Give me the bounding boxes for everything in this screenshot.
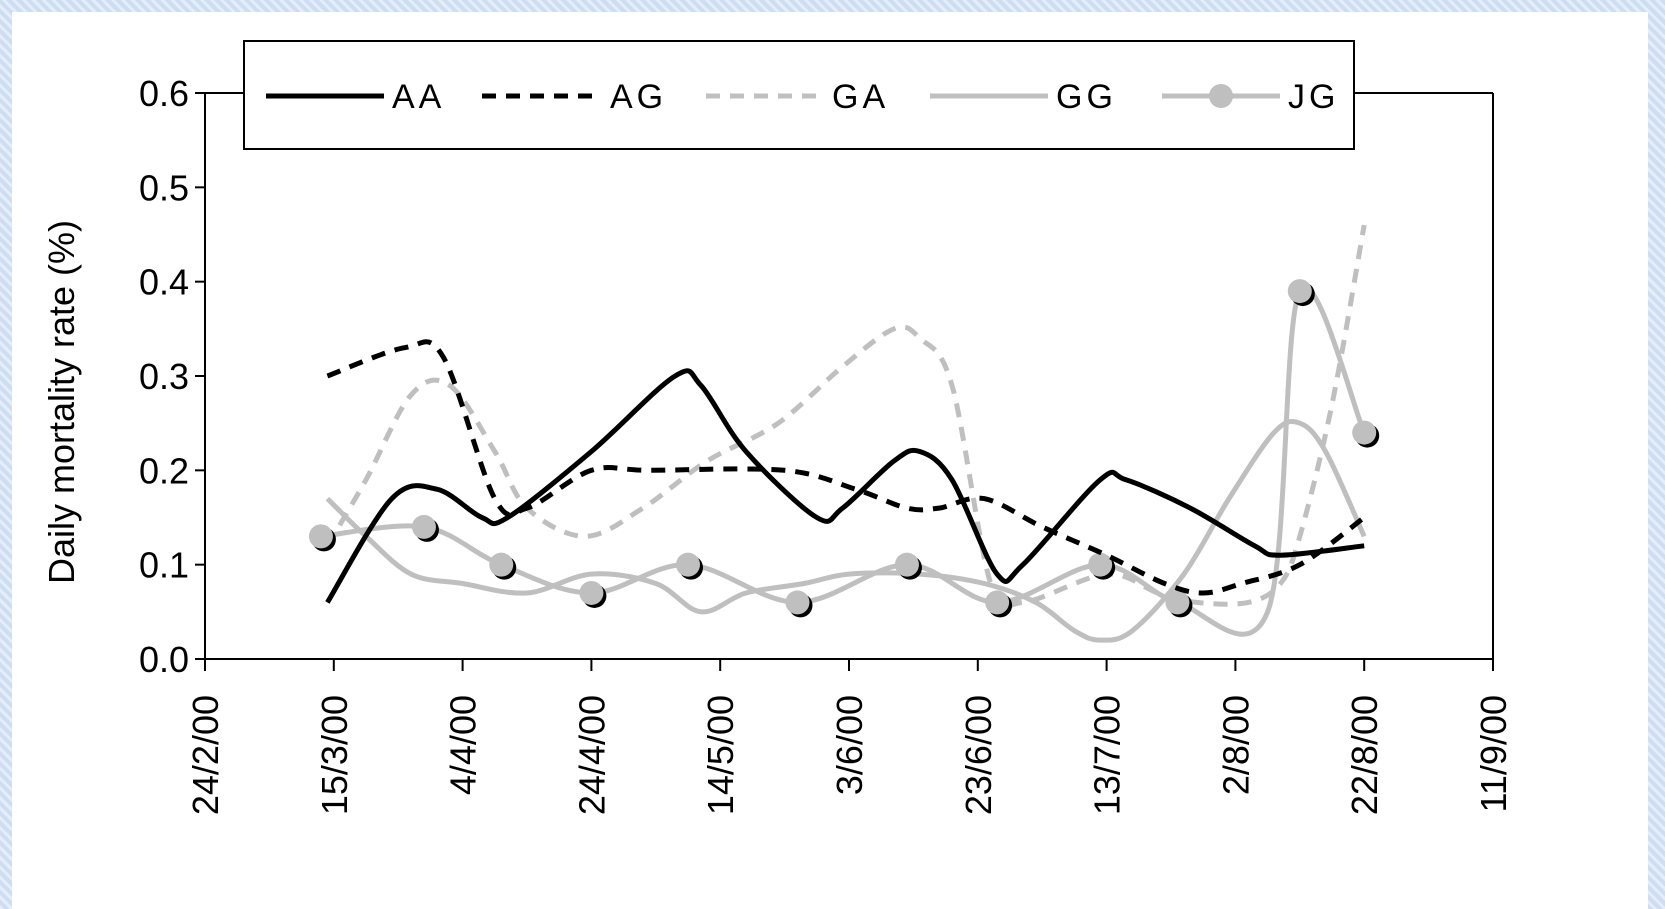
- series-jg-marker: [676, 552, 700, 577]
- x-tick-label: 15/3/00: [314, 695, 355, 815]
- y-tick-label: 0.5: [139, 167, 189, 208]
- x-tick-label: 23/6/00: [958, 695, 999, 815]
- x-tick-label: 14/5/00: [700, 695, 741, 815]
- series-jg-marker: [1088, 552, 1113, 577]
- legend-label-ag: AG: [610, 78, 667, 116]
- legend-label-ga: GA: [832, 78, 889, 116]
- legend: AA AG GA GG JG: [243, 40, 1355, 150]
- series-jg-marker: [1287, 279, 1312, 304]
- x-tick-label: 24/4/00: [571, 695, 612, 815]
- legend-marker-jg: [1209, 84, 1233, 108]
- y-tick-label: 0.2: [139, 450, 189, 491]
- series-ga-line: [325, 224, 1367, 610]
- x-tick-label: 11/9/00: [1473, 695, 1514, 812]
- y-tick-label: 0.4: [139, 262, 189, 303]
- x-tick-label: 24/2/00: [185, 695, 226, 815]
- x-tick-label: 4/4/00: [443, 695, 484, 795]
- x-tick-label: 13/7/00: [1087, 695, 1128, 815]
- legend-label-gg: GG: [1056, 78, 1117, 116]
- series-jg-marker: [1165, 590, 1190, 615]
- mortality-line-chart: Daily mortality rate (%) 0.0 0.1 0.2 0.3 0.4…: [41, 40, 1514, 815]
- series-aa-line: [325, 368, 1365, 604]
- x-tick-label: 22/8/00: [1344, 695, 1385, 815]
- series-ag-line: [326, 339, 1366, 596]
- y-tick-label: 0.1: [139, 545, 189, 586]
- y-tick-label: 0.3: [139, 356, 189, 397]
- y-tick-label: 0.6: [139, 73, 189, 114]
- series-jg-line: [320, 284, 1367, 637]
- series-jg-marker: [894, 552, 919, 577]
- series-jg-marker: [489, 552, 514, 577]
- y-axis-title: Daily mortality rate (%): [41, 220, 82, 584]
- series-jg-marker: [579, 580, 604, 605]
- plot-area: 0.0 0.1 0.2 0.3 0.4 0.5 0.6 24/2/00 15/3/00 4/4/0…: [139, 73, 1514, 815]
- series-jg-marker: [411, 514, 436, 539]
- series-jg-marker: [308, 524, 333, 549]
- legend-label-aa: AA: [392, 78, 445, 116]
- y-tick-label: 0.0: [139, 639, 189, 680]
- series-gg-line: [325, 418, 1367, 643]
- legend-label-jg: JG: [1288, 78, 1339, 116]
- chart-card: Daily mortality rate (%) 0.0 0.1 0.2 0.3 0.4…: [12, 12, 1648, 909]
- series-jg-marker: [785, 590, 810, 615]
- x-tick-label: 2/8/00: [1215, 695, 1256, 795]
- series-jg-marker: [1352, 420, 1377, 445]
- y-axis-label: Daily mortality rate (%): [41, 220, 82, 584]
- series-jg-marker: [985, 590, 1010, 615]
- x-tick-label: 3/6/00: [829, 695, 870, 795]
